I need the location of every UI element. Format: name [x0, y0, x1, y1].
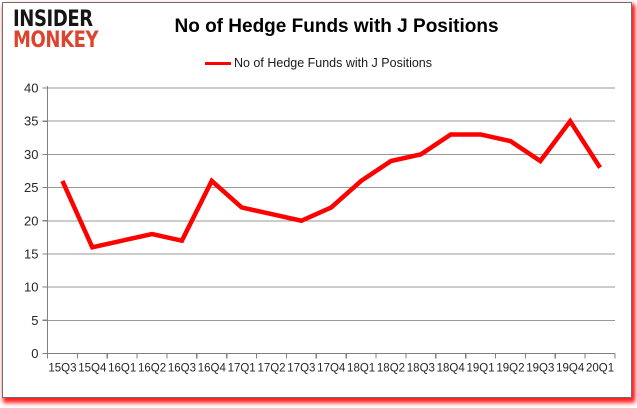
x-tick-label: 17Q4: [317, 363, 346, 375]
x-tick-label: 16Q4: [198, 363, 227, 375]
y-tick-label: 10: [24, 280, 38, 295]
x-tick-label: 15Q3: [48, 363, 76, 375]
y-tick-label: 0: [31, 346, 38, 361]
x-tick-label: 17Q3: [287, 363, 315, 375]
y-tick-label: 30: [24, 147, 38, 162]
x-tick-label: 19Q4: [556, 363, 585, 375]
x-tick-label: 19Q2: [496, 363, 524, 375]
x-tick-label: 17Q2: [257, 363, 285, 375]
legend-series-label: No of Hedge Funds with J Positions: [233, 56, 433, 70]
x-tick-label: 16Q3: [168, 363, 196, 375]
x-tick-label: 20Q1: [586, 363, 614, 375]
legend-line-swatch: [204, 61, 231, 65]
x-tick-label: 18Q4: [437, 363, 466, 375]
y-tick-label: 15: [24, 246, 38, 261]
chart-title: No of Hedge Funds with J Positions: [174, 16, 499, 37]
series-line: [60, 117, 602, 250]
x-tick-label: 18Q2: [377, 363, 405, 375]
insider-monkey-logo: INSIDER MONKEY: [13, 6, 119, 53]
y-tick-label: 40: [24, 81, 38, 96]
logo-insider-text: INSIDER: [13, 6, 93, 32]
x-tick-label: 18Q3: [407, 363, 435, 375]
x-tick-label: 19Q3: [526, 363, 554, 375]
x-tick-label: 18Q1: [347, 363, 375, 375]
y-tick-label: 35: [24, 114, 38, 129]
y-tick-label: 25: [24, 180, 38, 195]
logo-monkey-text: MONKEY: [13, 26, 99, 53]
y-tick-label: 5: [31, 313, 38, 328]
card-border: [2, 2, 632, 398]
x-tick-label: 16Q2: [138, 363, 166, 375]
x-tick-label: 15Q4: [78, 363, 107, 375]
y-tick-label: 20: [24, 213, 38, 228]
chart-legend: No of Hedge Funds with J Positions: [0, 56, 637, 70]
x-tick-label: 19Q1: [467, 363, 495, 375]
x-tick-label: 16Q1: [108, 363, 136, 375]
x-tick-label: 17Q1: [228, 363, 256, 375]
